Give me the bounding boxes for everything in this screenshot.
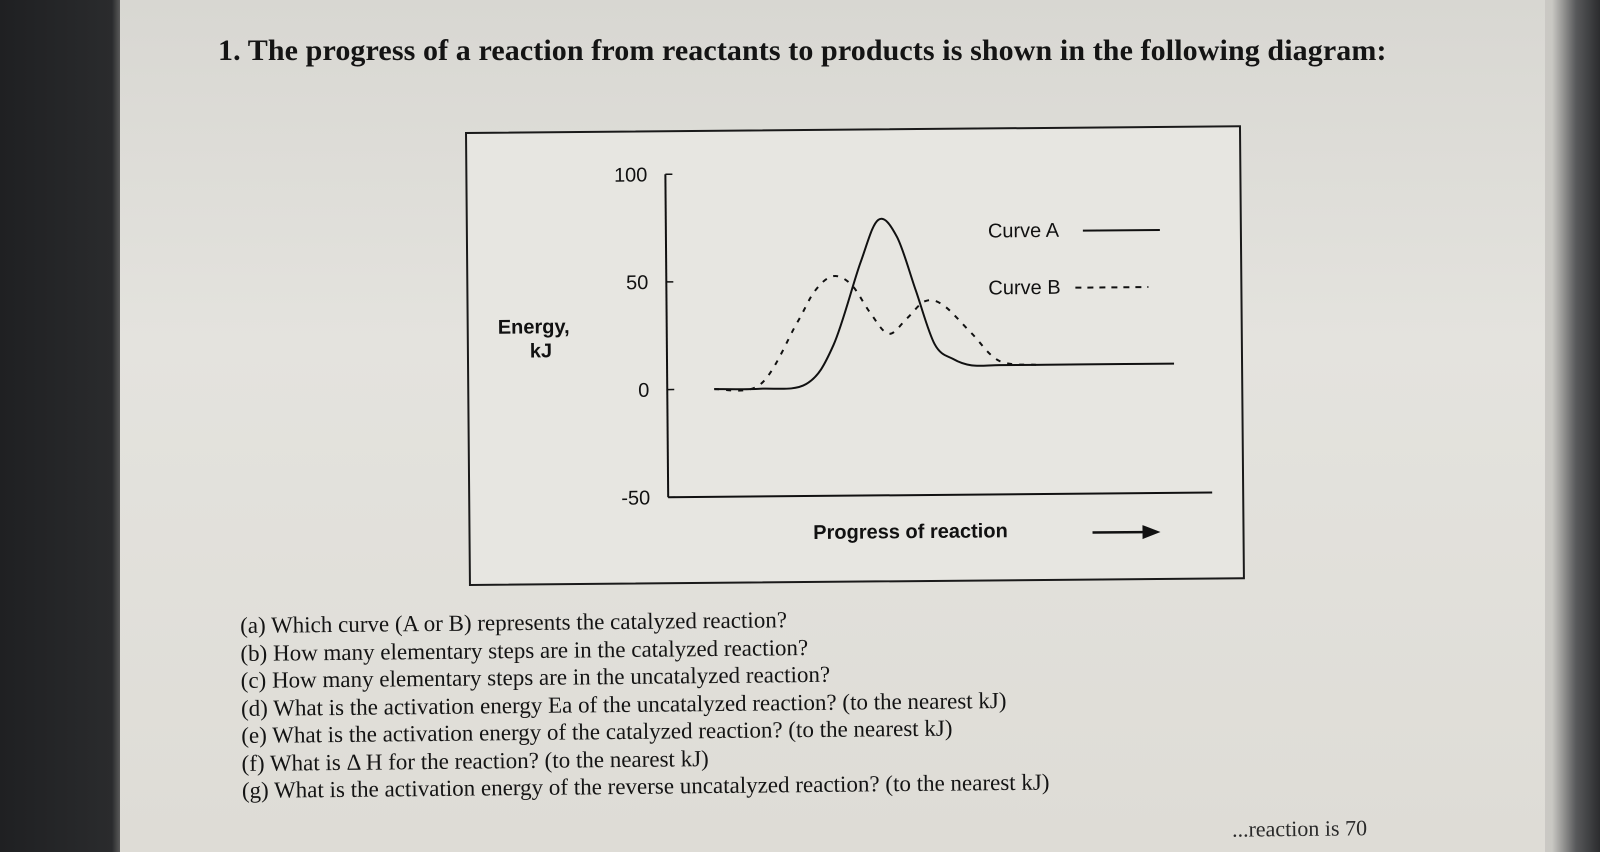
cutoff-bottom-text: ...reaction is 70	[1231, 815, 1368, 842]
y-axis-ticks: 100 50 0 -50	[614, 164, 676, 510]
curve-a-line	[714, 217, 1175, 391]
y-tick-label: 50	[626, 272, 648, 294]
legend-curve-a-label: Curve A	[988, 220, 1060, 243]
y-tick-label: -50	[621, 487, 650, 509]
x-axis-line	[668, 491, 1213, 499]
y-tick-label: 100	[614, 164, 648, 186]
y-axis-label-line2: kJ	[530, 340, 552, 362]
question-list: (a) Which curve (A or B) represents the …	[240, 604, 1050, 805]
energy-diagram: Energy, kJ 100 50 0 -50 Curve A Curve B Pro…	[465, 125, 1245, 586]
y-tick-label: 0	[638, 380, 649, 402]
energy-diagram-svg: Energy, kJ 100 50 0 -50 Curve A Curve B Pro…	[498, 164, 1213, 544]
y-axis-line	[664, 174, 670, 498]
legend-curve-a-sample	[1082, 228, 1160, 232]
question-title: 1. The progress of a reaction from react…	[218, 34, 1387, 67]
x-axis-label: Progress of reaction	[813, 520, 1008, 544]
y-axis-label-line1: Energy,	[498, 316, 570, 339]
x-axis-arrow-head	[1142, 525, 1161, 540]
legend-curve-b-label: Curve B	[988, 277, 1060, 300]
legend-curve-b-sample	[1075, 286, 1149, 289]
